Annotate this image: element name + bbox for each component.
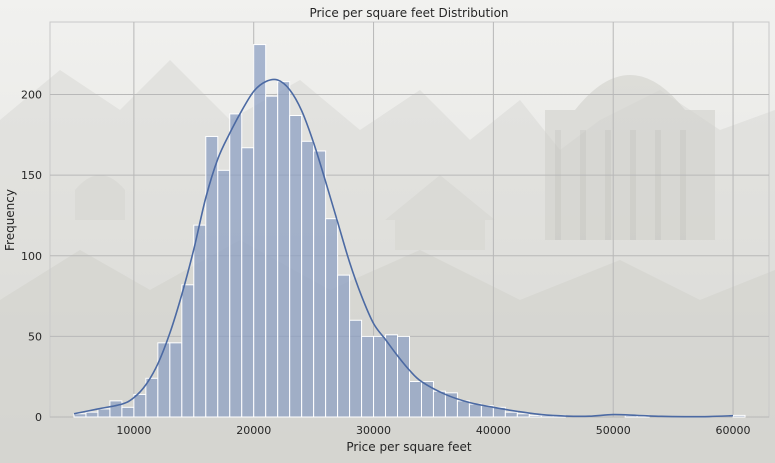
histogram-bars — [73, 44, 746, 418]
histogram-bar — [516, 413, 530, 418]
histogram-bar — [241, 147, 255, 418]
x-tick-label: 50000 — [596, 424, 631, 437]
y-tick-label: 200 — [21, 89, 42, 102]
y-tick-label: 150 — [21, 169, 42, 182]
histogram-bar — [73, 413, 87, 418]
histogram-bar — [181, 284, 195, 418]
histogram-bar — [337, 274, 351, 418]
histogram-bar — [121, 406, 135, 418]
histogram-bar — [432, 390, 446, 418]
histogram-bar — [229, 113, 243, 418]
histogram-bar — [373, 335, 387, 418]
y-tick-label: 0 — [35, 411, 42, 424]
x-tick-label: 30000 — [356, 424, 391, 437]
histogram-bar — [97, 408, 111, 418]
x-tick-label: 10000 — [116, 424, 151, 437]
histogram-bar — [169, 342, 183, 418]
y-tick-labels: 0 50 100 150 200 — [21, 89, 42, 424]
histogram-bar — [265, 95, 279, 418]
y-tick-label: 100 — [21, 250, 42, 263]
histogram-bar — [313, 150, 327, 418]
histogram-bar — [409, 381, 422, 418]
y-tick-label: 50 — [28, 330, 42, 343]
x-tick-label: 60000 — [716, 424, 751, 437]
kde-curve — [73, 78, 734, 418]
histogram-bar — [217, 169, 231, 418]
x-tick-label: 20000 — [236, 424, 271, 437]
histogram-bar — [157, 342, 171, 418]
x-tick-label: 40000 — [476, 424, 511, 437]
histogram-bar — [504, 411, 518, 418]
y-axis-label: Frequency — [3, 189, 17, 251]
plot-area: 10000 20000 30000 40000 50000 60000 0 50 100 150… — [21, 21, 770, 437]
x-tick-labels: 10000 20000 30000 40000 50000 60000 — [116, 424, 750, 437]
histogram-bar — [325, 218, 339, 418]
histogram-bar — [253, 44, 267, 418]
histogram-bar — [528, 414, 542, 418]
histogram-bar — [145, 377, 159, 418]
histogram-bar — [289, 115, 303, 418]
histogram-bar — [133, 393, 147, 418]
histogram-bar — [109, 400, 123, 418]
histogram-bar — [193, 224, 207, 418]
histogram-bar — [456, 400, 470, 418]
histogram-bar — [397, 335, 410, 418]
histogram-bar — [301, 140, 315, 418]
histogram-bar — [732, 414, 746, 418]
histogram-bar — [277, 81, 291, 418]
histogram-bar — [349, 319, 363, 418]
histogram-bar — [361, 335, 375, 418]
histogram-bar — [85, 411, 99, 418]
chart-title: Price per square feet Distribution — [309, 6, 508, 20]
histogram-bar — [468, 403, 482, 418]
x-axis-label: Price per square feet — [346, 440, 472, 454]
